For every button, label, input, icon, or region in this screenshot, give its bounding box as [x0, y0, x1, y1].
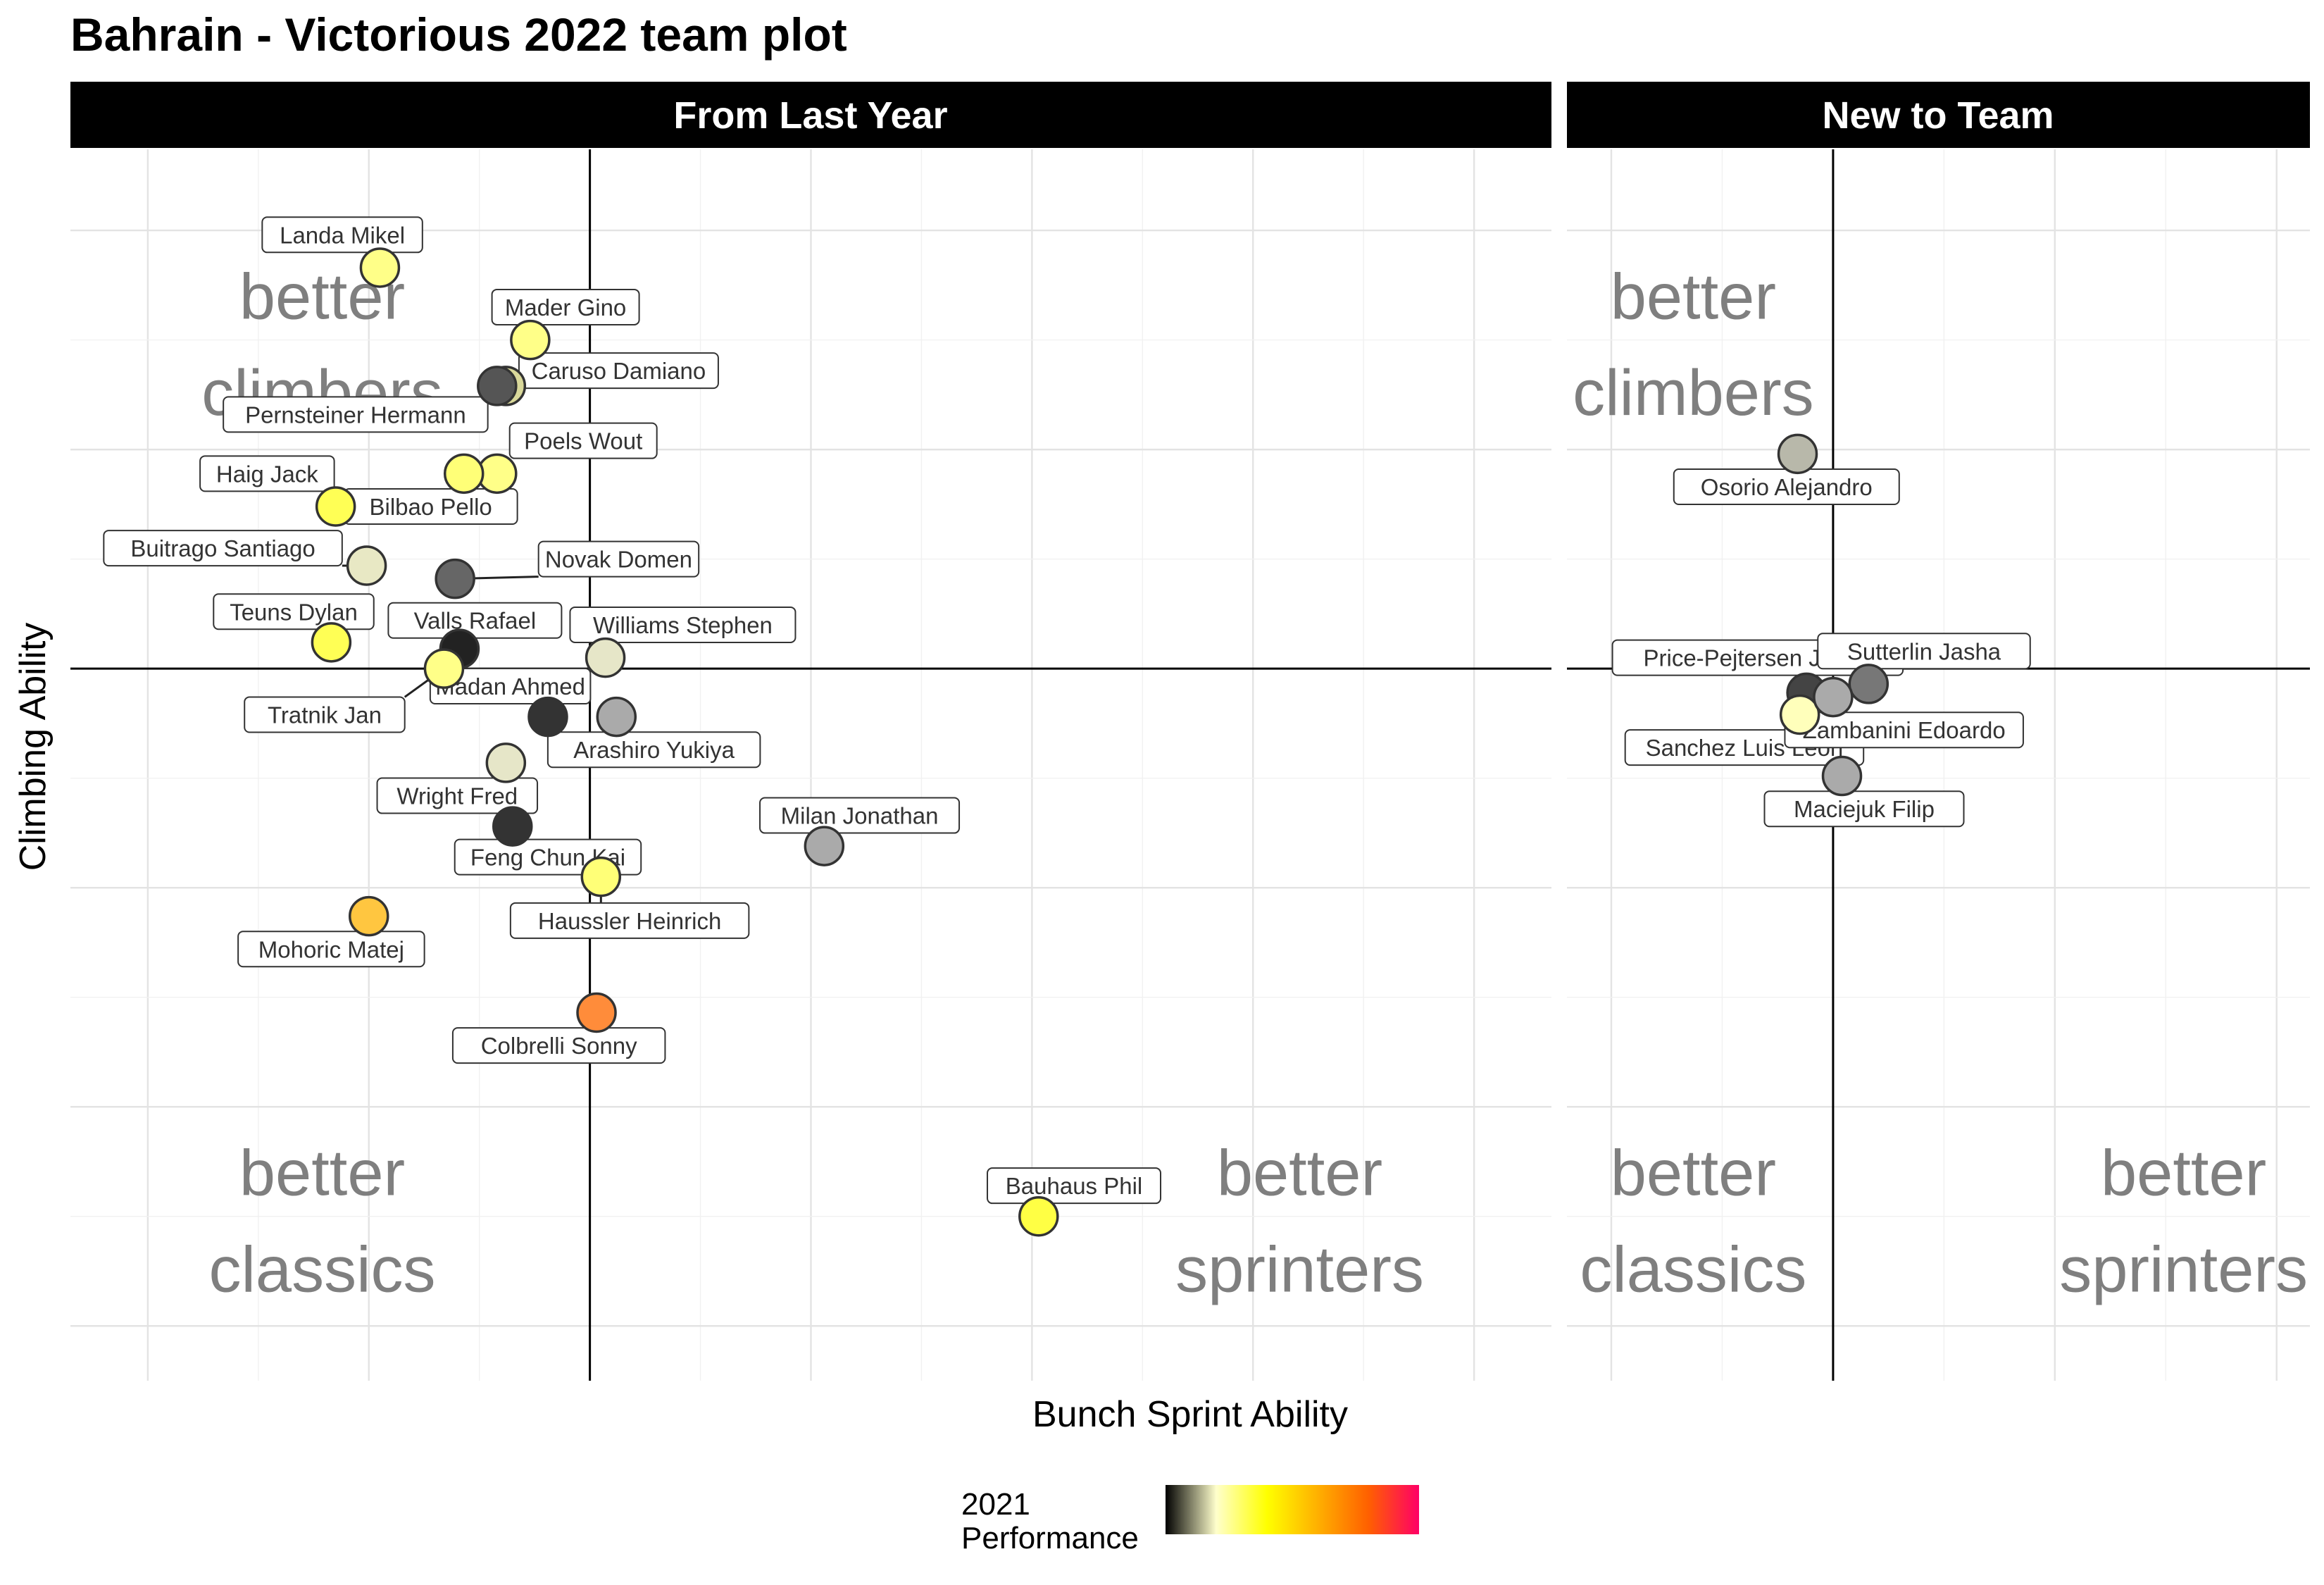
data-point: [585, 637, 626, 678]
data-point: [315, 486, 356, 527]
chart-title: Bahrain - Victorious 2022 team plot: [70, 8, 847, 61]
data-point: [804, 826, 845, 866]
data-point: [576, 992, 617, 1033]
quadrant-label-br1: better: [1217, 1138, 1382, 1210]
point-label-box: [213, 593, 375, 630]
point-label-box: [244, 696, 406, 733]
data-point: [1018, 1195, 1059, 1237]
point-label: Buitrago Santiago: [130, 535, 315, 561]
quadrant-label-bl2: classics: [208, 1233, 435, 1305]
point-label: Osorio Alejandro: [1701, 474, 1873, 500]
point-label: Mader Gino: [505, 294, 626, 321]
point-label-box: [429, 668, 592, 705]
point-label-box: [223, 396, 489, 433]
point-label-box: [987, 1167, 1162, 1205]
data-point: [596, 696, 637, 738]
grid-lines: [1567, 149, 2310, 1381]
quadrant-label-br2: sprinters: [1175, 1233, 1424, 1305]
point-label: Sutterlin Jasha: [1847, 638, 2001, 664]
point-label: Arashiro Yukiya: [573, 737, 735, 763]
data-point: [443, 453, 485, 495]
data-point: [435, 558, 475, 599]
data-point: [477, 366, 518, 406]
point-label: Teuns Dylan: [230, 599, 358, 625]
point-label-box: [451, 1027, 666, 1064]
data-point: [423, 648, 465, 689]
legend-title-line2: Performance: [961, 1521, 1139, 1555]
quadrant-labels: betterclimbersbetterclassicsbettersprint…: [201, 261, 1424, 1305]
data-point: [1848, 664, 1889, 704]
point-label: Wright Fred: [396, 783, 518, 809]
point-label: Zambanini Edoardo: [1803, 717, 2006, 743]
point-label-box: [1763, 790, 1965, 828]
data-point: [359, 247, 401, 288]
point-label: Haig Jack: [216, 461, 318, 487]
point-label: Milan Jonathan: [781, 803, 939, 829]
quadrant-label-tl1: better: [1611, 261, 1776, 332]
data-point: [1821, 755, 1863, 797]
legend-colorbar: [1166, 1485, 1419, 1534]
point-label-box: [1784, 711, 2024, 749]
data-point: [510, 319, 551, 361]
point-label-box: [508, 422, 658, 459]
legend-title-line1: 2021: [961, 1487, 1030, 1522]
point-labels: Landa Mikel Mader Gino Caruso Damiano Perns…: [103, 216, 1162, 1205]
data-point: [485, 742, 527, 783]
point-label: Maciejuk Filip: [1794, 796, 1935, 822]
quadrant-label-tl2: climbers: [1573, 357, 1813, 429]
point-label-box: [103, 530, 343, 567]
point-label: Pernsteiner Hermann: [245, 402, 466, 428]
data-point: [348, 895, 389, 937]
point-label-box: [1817, 633, 2031, 670]
facet-label-right: New to Team: [1822, 94, 2054, 137]
point-label-box: [759, 797, 961, 834]
point-label: Colbrelli Sonny: [481, 1033, 637, 1059]
point-label: Bauhaus Phil: [1006, 1173, 1142, 1199]
facet-label-left: From Last Year: [673, 94, 947, 137]
data-points: [1777, 433, 1889, 797]
point-label-box: [509, 902, 750, 939]
point-label: Mohoric Matej: [258, 936, 404, 962]
data-point: [346, 545, 387, 586]
point-label-box: [569, 606, 796, 643]
quadrant-label-br2: sprinters: [2059, 1233, 2308, 1305]
data-point: [527, 696, 568, 738]
quadrant-labels: better climbers better classics better sprint…: [1573, 261, 2308, 1305]
panel-new-to-team: better climbers better classics better sprint…: [1567, 149, 2310, 1381]
y-axis-title: Climbing Ability: [13, 623, 54, 871]
point-label: Valls Rafael: [414, 608, 537, 634]
quadrant-label-br1: better: [2101, 1138, 2266, 1210]
point-label-box: [491, 288, 640, 325]
point-label-box: [537, 540, 700, 578]
data-point: [580, 856, 622, 897]
point-label-box: [376, 777, 539, 814]
point-label-box: [199, 455, 335, 492]
data-point: [1777, 433, 1818, 475]
data-point: [1813, 676, 1854, 718]
facet-strip-right: [1567, 82, 2310, 148]
point-label: Poels Wout: [524, 428, 642, 454]
panel-from-last-year: betterclimbersbetterclassicsbettersprint…: [70, 149, 1551, 1381]
point-label: Novak Domen: [545, 547, 692, 573]
point-label-box: [546, 731, 761, 769]
x-axis-title: Bunch Sprint Ability: [1032, 1394, 1348, 1435]
point-label: Haussler Heinrich: [538, 908, 721, 934]
facet-strip-left: [70, 82, 1551, 148]
point-label: Bilbao Pello: [369, 494, 492, 520]
point-label: Tratnik Jan: [268, 702, 382, 728]
point-label: Williams Stephen: [593, 612, 773, 638]
point-label: Landa Mikel: [280, 222, 405, 248]
point-label: Caruso Damiano: [532, 358, 706, 384]
quadrant-label-bl1: better: [239, 1138, 405, 1210]
data-point: [1779, 694, 1820, 735]
data-point: [492, 806, 533, 847]
quadrant-label-bl2: classics: [1580, 1233, 1806, 1305]
quadrant-label-bl1: better: [1611, 1138, 1776, 1210]
data-point: [311, 622, 352, 663]
point-label-box: [261, 216, 423, 254]
point-label-box: [237, 931, 425, 968]
data-points: [311, 247, 1059, 1237]
